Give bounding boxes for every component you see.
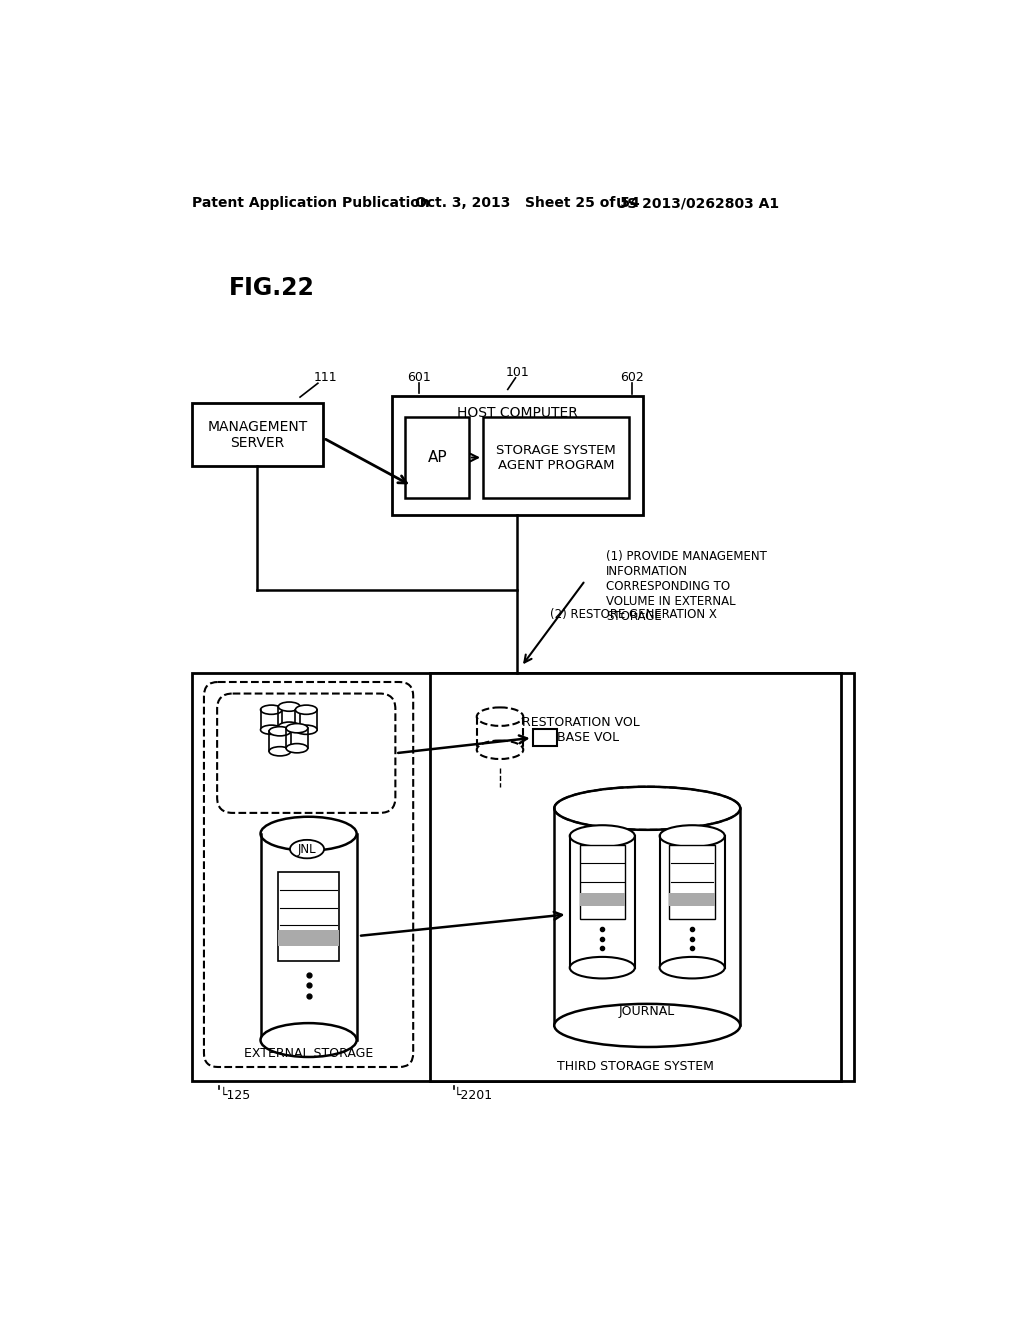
Ellipse shape (659, 825, 725, 847)
FancyBboxPatch shape (279, 929, 339, 945)
FancyBboxPatch shape (204, 682, 414, 1067)
Text: RESTORATION VOL: RESTORATION VOL (522, 717, 640, 730)
Polygon shape (260, 710, 283, 730)
Text: 101: 101 (505, 366, 529, 379)
Polygon shape (554, 808, 740, 1026)
FancyBboxPatch shape (191, 673, 854, 1081)
Polygon shape (286, 729, 308, 748)
Ellipse shape (260, 725, 283, 734)
Ellipse shape (569, 957, 635, 978)
Ellipse shape (295, 725, 317, 734)
FancyBboxPatch shape (217, 693, 395, 813)
Polygon shape (477, 717, 523, 750)
Text: FIG.22: FIG.22 (228, 276, 314, 300)
Text: └2201: └2201 (454, 1089, 493, 1102)
Text: EXTERNAL STORAGE: EXTERNAL STORAGE (244, 1047, 373, 1060)
Polygon shape (295, 710, 317, 730)
Text: US 2013/0262803 A1: US 2013/0262803 A1 (616, 197, 779, 210)
Text: Oct. 3, 2013   Sheet 25 of 54: Oct. 3, 2013 Sheet 25 of 54 (415, 197, 640, 210)
Ellipse shape (279, 722, 300, 731)
Ellipse shape (295, 705, 317, 714)
Ellipse shape (659, 957, 725, 978)
FancyBboxPatch shape (580, 845, 625, 919)
Text: AP: AP (427, 450, 447, 465)
Polygon shape (260, 834, 356, 1040)
Text: (1) PROVIDE MANAGEMENT
INFORMATION
CORRESPONDING TO
VOLUME IN EXTERNAL
STORAGE: (1) PROVIDE MANAGEMENT INFORMATION CORRE… (606, 549, 767, 623)
Ellipse shape (569, 825, 635, 847)
Text: JOURNAL: JOURNAL (620, 1005, 676, 1018)
FancyBboxPatch shape (406, 417, 469, 498)
FancyBboxPatch shape (670, 845, 715, 919)
Text: └125: └125 (219, 1089, 251, 1102)
Text: 602: 602 (620, 371, 644, 384)
Text: HOST COMPUTER: HOST COMPUTER (457, 407, 578, 420)
FancyBboxPatch shape (279, 873, 339, 961)
Text: 601: 601 (407, 371, 430, 384)
Polygon shape (659, 836, 725, 968)
FancyBboxPatch shape (670, 892, 715, 906)
Polygon shape (569, 836, 635, 968)
Ellipse shape (554, 1003, 740, 1047)
Text: STORAGE SYSTEM
AGENT PROGRAM: STORAGE SYSTEM AGENT PROGRAM (496, 444, 615, 471)
Text: MANAGEMENT
SERVER: MANAGEMENT SERVER (207, 420, 307, 450)
Text: Patent Application Publication: Patent Application Publication (191, 197, 429, 210)
Ellipse shape (279, 702, 300, 711)
Ellipse shape (477, 708, 523, 726)
FancyBboxPatch shape (580, 892, 625, 906)
Ellipse shape (290, 840, 324, 858)
Ellipse shape (554, 787, 740, 830)
Polygon shape (279, 706, 300, 726)
Ellipse shape (269, 726, 291, 737)
Ellipse shape (269, 747, 291, 756)
FancyBboxPatch shape (391, 396, 643, 515)
Text: JNL: JNL (298, 842, 316, 855)
Ellipse shape (286, 743, 308, 752)
Ellipse shape (286, 723, 308, 733)
Ellipse shape (260, 705, 283, 714)
FancyBboxPatch shape (532, 730, 557, 746)
Text: 111: 111 (313, 371, 338, 384)
Ellipse shape (260, 1023, 356, 1057)
Text: BASE VOL: BASE VOL (557, 731, 620, 744)
Text: (2) RESTORE GENERATION X: (2) RESTORE GENERATION X (550, 607, 717, 620)
Ellipse shape (477, 741, 523, 759)
FancyBboxPatch shape (430, 673, 841, 1081)
Polygon shape (269, 731, 291, 751)
FancyBboxPatch shape (191, 404, 324, 466)
Text: THIRD STORAGE SYSTEM: THIRD STORAGE SYSTEM (557, 1060, 714, 1073)
Ellipse shape (260, 817, 356, 850)
FancyBboxPatch shape (483, 417, 629, 498)
